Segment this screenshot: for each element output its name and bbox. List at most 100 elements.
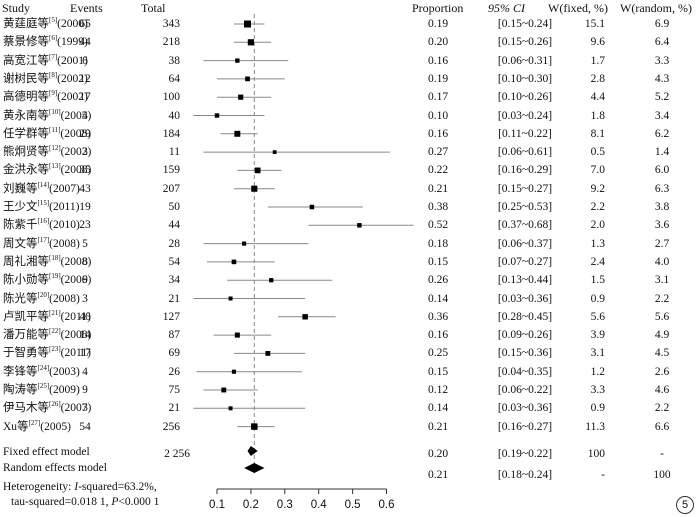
point-marker	[245, 76, 250, 82]
fixed-total: 2 256	[164, 448, 190, 460]
study-w-random: 2.2	[654, 292, 670, 305]
random-w-fixed: -	[601, 469, 605, 481]
study-name: Xu等[27](2005)	[3, 418, 71, 433]
study-w-random: 5.2	[654, 91, 670, 104]
study-w-fixed: 9.6	[590, 36, 605, 49]
study-w-fixed: 1.3	[590, 237, 605, 250]
point-marker	[251, 185, 258, 192]
header-w-fixed: W(fixed, %)	[548, 1, 608, 15]
random-ci: [0.18~0.24]	[497, 469, 553, 481]
study-events: 46	[79, 310, 91, 323]
study-row: Xu等[27](2005) 54 256 0.21 [0.16~0.27] 11.3 6.6	[0, 418, 700, 436]
study-events: 9	[82, 274, 88, 287]
point-marker	[231, 259, 237, 265]
study-w-random: 2.2	[654, 402, 670, 415]
study-ci: [0.15~0.26]	[497, 36, 553, 49]
study-w-fixed: 8.1	[590, 127, 605, 140]
study-ci: [0.03~0.36]	[497, 402, 553, 415]
study-ci: [0.09~0.26]	[497, 329, 553, 342]
study-total: 54	[168, 255, 181, 268]
study-name: 黄莛庭等[5](2000)	[3, 16, 88, 30]
header-events: Events	[70, 1, 103, 15]
study-ci: [0.04~0.35]	[497, 365, 553, 378]
point-marker	[269, 278, 274, 283]
study-total: 75	[168, 384, 181, 396]
point-marker	[242, 241, 247, 246]
study-name: 王少文[15](2011)	[3, 199, 80, 213]
x-tick-label: 0.5	[345, 499, 361, 511]
random-effects-row: 0.21 [0.18~0.24] - 100	[0, 466, 700, 484]
study-w-random: 6.2	[654, 127, 670, 140]
study-proportion: 0.21	[427, 420, 449, 433]
study-ci: [0.10~0.26]	[497, 91, 553, 104]
study-total: 21	[168, 292, 181, 305]
study-name: 蔡景修等[6](1999)	[3, 34, 88, 49]
study-total: 207	[162, 182, 180, 195]
study-w-fixed: 2.2	[590, 201, 605, 213]
study-row: 谢树民等[8](2002) 12 64 0.19 [0.10~0.30] 2.8 4.3	[0, 70, 700, 88]
study-w-fixed: 1.5	[590, 274, 605, 287]
study-w-fixed: 1.2	[590, 365, 605, 378]
point-marker	[251, 423, 258, 430]
study-row: 任学群等[11](2008) 29 184 0.16 [0.11~0.22] 8.1 6.2	[0, 125, 700, 143]
study-row: 陶涛等[25](2009) 9 75 0.12 [0.06~0.22] 3.3 4.6	[0, 381, 700, 399]
study-row: 熊炯贤等[12](2002) 3 11 0.27 [0.06~0.61] 0.5 1.4	[0, 143, 700, 161]
x-tick-label: 0.3	[277, 499, 293, 511]
study-row: 李锋等[24](2003) 4 26 0.15 [0.04~0.35] 1.2 2.6	[0, 363, 700, 381]
study-total: 50	[168, 201, 181, 213]
study-w-fixed: 15.1	[584, 18, 605, 30]
study-w-fixed: 2.8	[590, 72, 605, 85]
study-w-random: 2.7	[654, 237, 670, 250]
study-events: 23	[79, 219, 91, 232]
study-row: 王少文[15](2011) 19 50 0.38 [0.25~0.53] 2.2 3.8	[0, 198, 700, 216]
study-w-random: 5.6	[654, 310, 670, 323]
study-events: 3	[82, 402, 88, 415]
study-events: 8	[82, 255, 88, 268]
study-events: 3	[82, 146, 88, 159]
page-badge: 5	[676, 496, 694, 514]
study-proportion: 0.19	[427, 72, 449, 85]
study-total: 21	[168, 402, 181, 415]
fixed-effect-diamond	[247, 446, 258, 456]
study-w-fixed: 7.0	[590, 164, 605, 177]
study-proportion: 0.22	[427, 164, 449, 177]
study-row: 陈小勋等[19](2006) 9 34 0.26 [0.13~0.44] 1.5 3.1	[0, 271, 700, 289]
study-name: 卢凯平等[21](2011)	[3, 308, 91, 323]
study-row: 于智勇等[23](2011) 17 69 0.25 [0.15~0.36] 3.1 4.5	[0, 344, 700, 362]
point-marker	[228, 406, 233, 411]
header-proportion: Proportion	[412, 1, 464, 15]
study-total: 256	[162, 420, 180, 433]
heterogeneity-text: Heterogeneity: I-squared=63.2%, tau-squa…	[3, 480, 159, 510]
fixed-effect-label: Fixed effect model	[3, 446, 90, 458]
point-marker	[234, 130, 241, 137]
study-w-fixed: 3.1	[590, 347, 605, 360]
fixed-ci: [0.19~0.22]	[497, 448, 553, 460]
study-total: 69	[168, 347, 181, 360]
study-name: 陈光等[20](2008)	[3, 290, 80, 305]
study-ci: [0.15~0.36]	[497, 347, 553, 360]
study-w-fixed: 3.9	[590, 329, 605, 342]
study-proportion: 0.16	[427, 329, 449, 342]
study-w-random: 6.4	[654, 36, 670, 49]
study-events: 29	[79, 127, 91, 140]
study-name: 潘万能等[22](2008)	[3, 327, 92, 342]
study-name: 任学群等[11](2008)	[3, 125, 92, 140]
study-events: 44	[79, 36, 91, 49]
study-name: 熊炯贤等[12](2002)	[3, 144, 92, 159]
study-row: 伊马木等[26](2007) 3 21 0.14 [0.03~0.36] 0.9 2.2	[0, 399, 700, 417]
study-row: 陈紫千[16](2010) 23 44 0.52 [0.37~0.68] 2.0 3.6	[0, 216, 700, 234]
study-ci: [0.10~0.30]	[497, 72, 553, 85]
study-total: 28	[168, 237, 181, 250]
study-events: 14	[79, 329, 91, 342]
study-events: 65	[79, 18, 91, 30]
study-w-random: 6.6	[654, 420, 670, 433]
header-w-random: W(random, %)	[620, 1, 692, 15]
study-row: 黄莛庭等[5](2000) 65 343 0.19 [0.15~0.24] 15.1 6.9	[0, 15, 700, 33]
point-marker	[272, 150, 277, 154]
study-total: 40	[168, 109, 181, 122]
study-total: 26	[168, 365, 181, 378]
study-ci: [0.25~0.53]	[497, 201, 553, 213]
random-w-random: 100	[653, 469, 671, 481]
study-row: 刘巍等[14](2007) 43 207 0.21 [0.15~0.27] 9.2 6.3	[0, 180, 700, 198]
